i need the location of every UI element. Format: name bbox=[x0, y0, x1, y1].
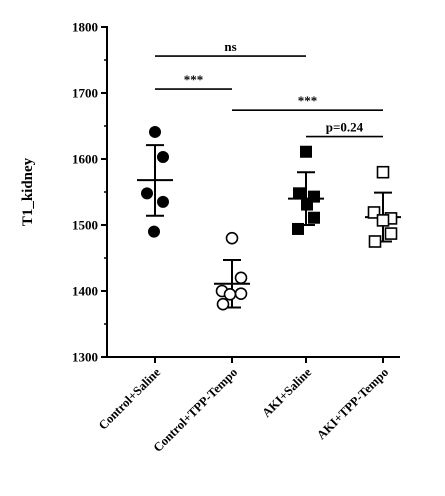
data-point bbox=[308, 211, 320, 224]
significance-label: p=0.24 bbox=[326, 120, 364, 135]
data-point bbox=[148, 225, 160, 238]
x-category-label: Control+Saline bbox=[96, 365, 164, 433]
significance-label: ns bbox=[224, 39, 236, 54]
data-point bbox=[367, 206, 381, 219]
data-point bbox=[384, 227, 398, 240]
y-tick-label: 1700 bbox=[72, 86, 98, 101]
data-point bbox=[157, 195, 169, 208]
x-category-label: AKI+TPP-Tempo bbox=[314, 365, 391, 442]
data-point bbox=[234, 287, 248, 300]
data-point bbox=[234, 271, 248, 285]
y-tick-label: 1300 bbox=[72, 350, 98, 365]
significance-label: *** bbox=[298, 93, 318, 108]
y-tick-label: 1600 bbox=[72, 152, 98, 167]
y-tick-label: 1800 bbox=[72, 20, 98, 35]
data-point bbox=[376, 214, 390, 227]
data-point bbox=[368, 235, 382, 248]
data-point bbox=[216, 297, 230, 311]
data-point bbox=[293, 187, 305, 200]
data-point bbox=[157, 151, 169, 164]
x-category-label: Control+TPP-Tempo bbox=[151, 365, 241, 455]
y-tick-label: 1400 bbox=[72, 284, 98, 299]
x-category-label: AKI+Saline bbox=[259, 365, 314, 420]
data-point bbox=[376, 165, 390, 179]
data-point bbox=[292, 222, 304, 235]
data-point bbox=[141, 187, 153, 200]
data-point bbox=[225, 231, 239, 245]
y-tick-label: 1500 bbox=[72, 218, 98, 233]
y-axis-label: T1_kidney bbox=[20, 157, 36, 226]
data-point bbox=[300, 145, 312, 158]
data-point bbox=[301, 198, 313, 211]
significance-label: *** bbox=[184, 72, 204, 87]
data-point bbox=[223, 287, 237, 301]
data-point bbox=[149, 125, 161, 138]
data-point bbox=[308, 190, 320, 203]
